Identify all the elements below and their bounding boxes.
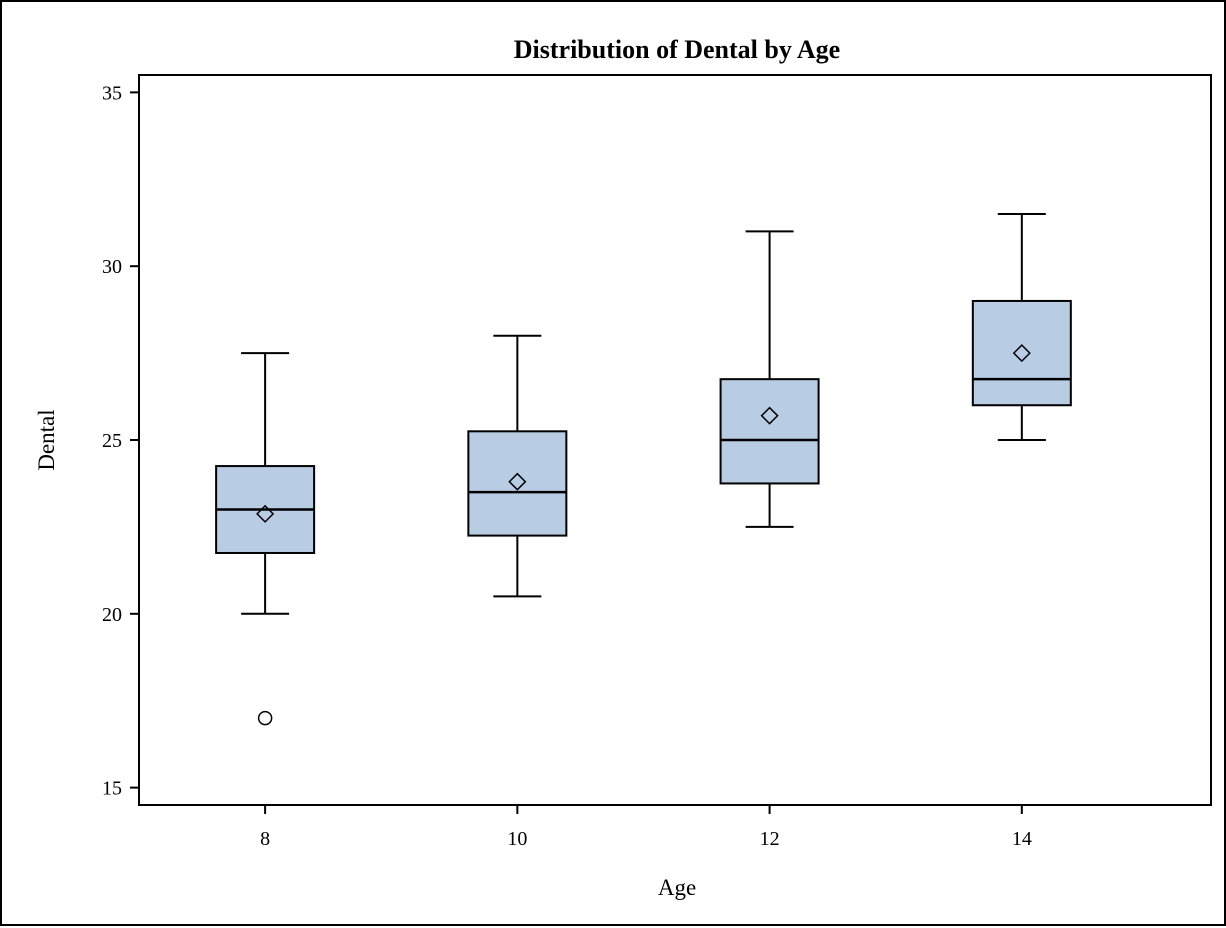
mean-marker	[256, 504, 275, 523]
y-tick-label: 35	[102, 82, 122, 104]
x-tick-label: 10	[507, 828, 527, 850]
plot-area	[138, 74, 1212, 806]
x-tick-label: 8	[260, 828, 270, 850]
iqr-box	[971, 299, 1072, 407]
y-tick-label: 20	[102, 604, 122, 626]
y-axis: 15 20 25 30 35	[102, 82, 139, 800]
x-axis-label: Age	[658, 875, 696, 900]
y-tick-label: 25	[102, 430, 122, 452]
x-tick-label: 12	[760, 828, 780, 850]
box-group	[215, 352, 316, 726]
outlier-point	[257, 710, 273, 726]
chart-title: Distribution of Dental by Age	[514, 35, 840, 64]
box-group	[467, 334, 568, 598]
y-tick-label: 30	[102, 256, 122, 278]
mean-marker	[1012, 344, 1031, 363]
y-axis-label: Dental	[34, 409, 59, 470]
box-group	[719, 230, 820, 528]
box-series	[215, 213, 1072, 726]
y-tick-label: 15	[102, 778, 122, 800]
box-group	[971, 213, 1072, 441]
mean-marker	[760, 406, 779, 425]
iqr-box	[719, 378, 820, 485]
mean-marker	[508, 472, 527, 491]
iqr-box	[467, 430, 568, 537]
x-axis: 8 10 12 14	[260, 805, 1032, 850]
x-tick-label: 14	[1012, 828, 1032, 850]
